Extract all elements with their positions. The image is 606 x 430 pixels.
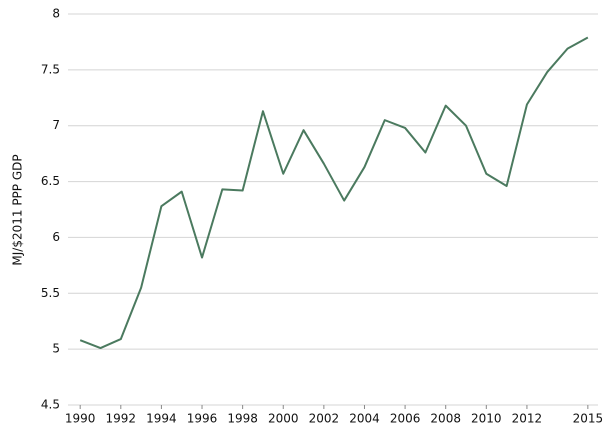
x-tick-label: 2006 (390, 412, 421, 426)
x-tick-label: 1990 (65, 412, 96, 426)
y-tick-label: 6.5 (41, 174, 60, 188)
y-tick-label: 5.5 (41, 286, 60, 300)
x-tick-label: 2000 (268, 412, 299, 426)
x-tick-label: 2002 (309, 412, 340, 426)
x-tick-label: 2015 (573, 412, 604, 426)
x-tick-label: 1998 (227, 412, 258, 426)
y-tick-label: 7.5 (41, 62, 60, 76)
x-tick-label: 2012 (512, 412, 543, 426)
x-tick-label: 2010 (471, 412, 502, 426)
data-line (79, 36, 589, 350)
x-tick-label: 1994 (146, 412, 177, 426)
x-tick-label: 1992 (106, 412, 137, 426)
y-tick-label: 7 (52, 118, 60, 132)
x-tick-label: 1996 (187, 412, 218, 426)
x-tick-label: 2004 (349, 412, 380, 426)
y-tick-label: 8 (52, 7, 60, 21)
x-tick-label: 2008 (430, 412, 461, 426)
y-tick-label: 5 (52, 342, 60, 356)
y-tick-label: 4.5 (41, 398, 60, 412)
y-axis-label: MJ/$2011 PPP GDP (11, 154, 25, 265)
y-tick-label: 6 (52, 230, 60, 244)
